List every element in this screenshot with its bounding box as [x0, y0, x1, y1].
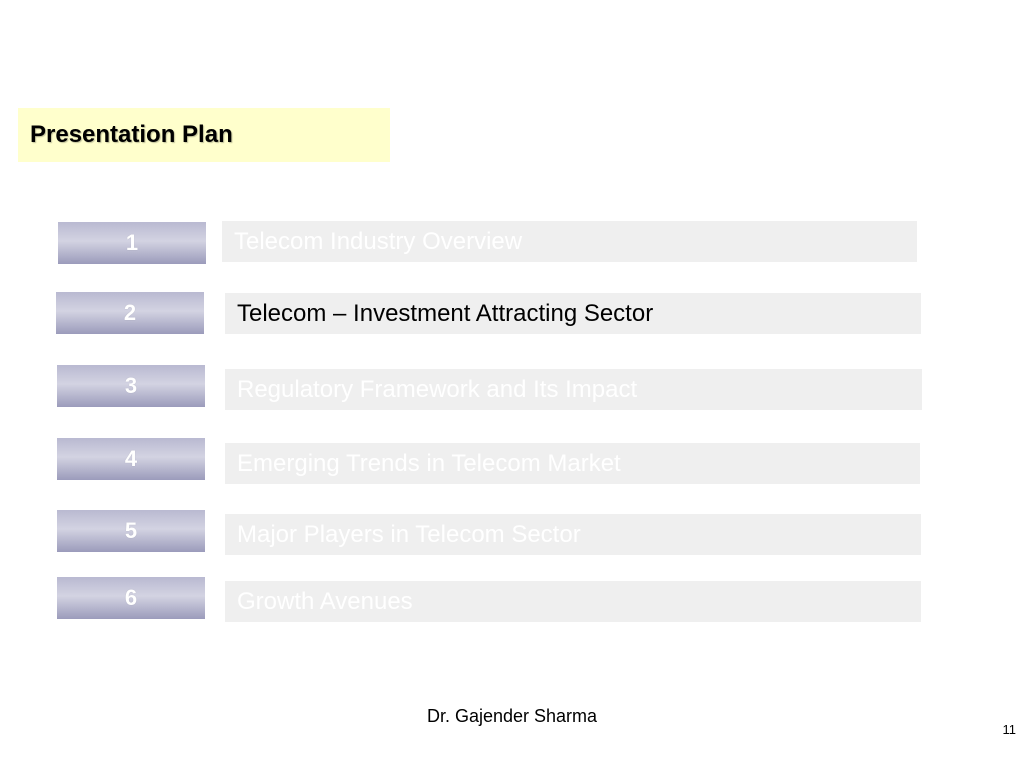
item-number-3: 3 [57, 365, 205, 407]
agenda-item-4: Emerging Trends in Telecom Market [225, 443, 920, 484]
item-number-2: 2 [56, 292, 204, 334]
item-number-6: 6 [57, 577, 205, 619]
item-number-5: 5 [57, 510, 205, 552]
title-box: Presentation Plan [18, 108, 390, 162]
agenda-item-3: Regulatory Framework and Its Impact [225, 369, 922, 410]
slide-title: Presentation Plan [30, 121, 233, 148]
agenda-item-1: Telecom Industry Overview [222, 221, 917, 262]
agenda-item-2: Telecom – Investment Attracting Sector [225, 293, 921, 334]
page-number: 11 [1002, 722, 1017, 737]
agenda-item-5: Major Players in Telecom Sector [225, 514, 921, 555]
agenda-item-6: Growth Avenues [225, 581, 921, 622]
footer-author: Dr. Gajender Sharma [426, 706, 598, 726]
item-number-4: 4 [57, 438, 205, 480]
item-number-1: 1 [58, 222, 206, 264]
